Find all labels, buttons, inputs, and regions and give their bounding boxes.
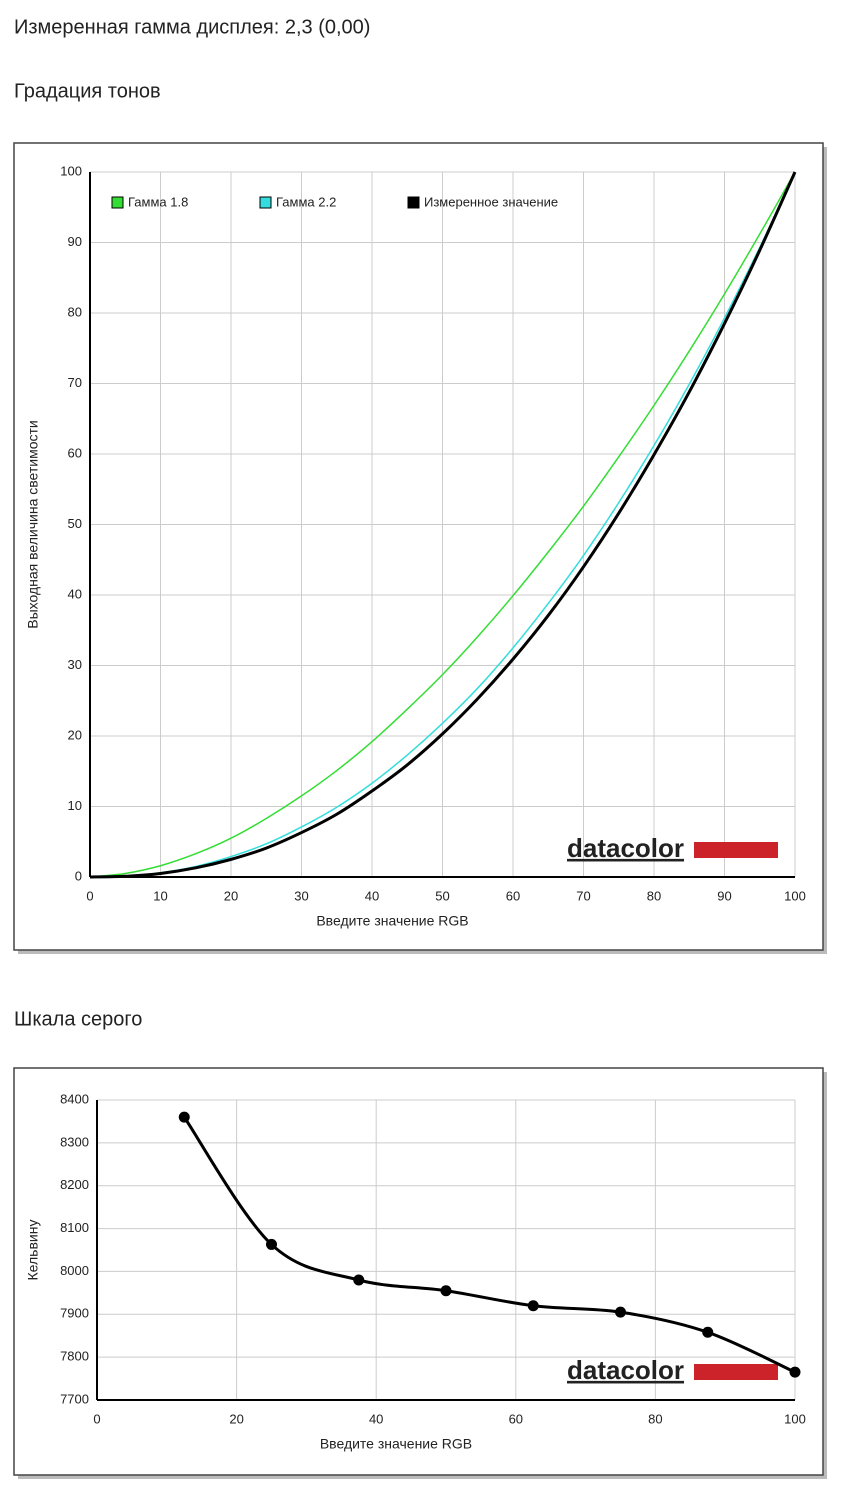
y-tick-label: 80	[68, 304, 82, 319]
x-tick-label: 80	[647, 888, 661, 903]
y-tick-label: 50	[68, 516, 82, 531]
y-tick-label: 0	[75, 868, 82, 883]
point	[178, 1111, 190, 1123]
series-line	[89, 171, 797, 879]
y-tick-label: 7800	[60, 1349, 89, 1364]
y-tick-label: 10	[68, 798, 82, 813]
y-tick-label: 70	[68, 375, 82, 390]
heading: Измеренная гамма дисплея: 2,3 (0,00)	[14, 16, 370, 38]
y-tick-label: 7700	[60, 1391, 89, 1406]
x-tick-label: 80	[648, 1411, 662, 1426]
y-tick-label: 90	[68, 234, 82, 249]
watermark: datacolor	[567, 833, 684, 863]
legend-swatch	[259, 196, 272, 209]
point	[527, 1300, 539, 1312]
point	[615, 1306, 626, 1318]
legend-swatch	[111, 196, 124, 209]
point	[440, 1285, 452, 1297]
x-tick-label: 40	[369, 1411, 383, 1426]
legend-label: Гамма 1.8	[128, 194, 188, 209]
chart-frame	[13, 142, 824, 951]
y-tick-label: 60	[68, 445, 82, 460]
x-tick-label: 0	[93, 1411, 100, 1426]
watermark: datacolor	[567, 1355, 684, 1385]
x-tick-label: 20	[229, 1411, 243, 1426]
y-tick-label: 100	[60, 163, 82, 178]
legend-swatch	[407, 196, 420, 209]
x-tick-label: 70	[576, 888, 590, 903]
watermark-bar	[694, 1364, 778, 1380]
x-tick-label: 20	[224, 888, 238, 903]
x-tick-label: 0	[86, 888, 93, 903]
y-tick-label: 8100	[60, 1220, 89, 1235]
point	[266, 1238, 277, 1250]
x-tick-label: 100	[784, 1411, 806, 1426]
y-tick-label: 8300	[60, 1134, 89, 1149]
point	[789, 1366, 801, 1378]
y-tick-label: 8200	[60, 1177, 89, 1192]
x-tick-label: 90	[717, 888, 731, 903]
x-axis-label: Введите значение RGB	[316, 913, 468, 929]
y-tick-label: 40	[68, 586, 82, 601]
y-tick-label: 7900	[60, 1306, 89, 1321]
x-tick-label: 40	[365, 888, 379, 903]
series-line	[89, 171, 796, 878]
chart-title: Шкала серого	[14, 1008, 142, 1030]
y-tick-label: 8000	[60, 1263, 89, 1278]
legend-label: Гамма 2.2	[276, 194, 336, 209]
chart-title: Градация тонов	[14, 80, 161, 102]
x-tick-label: 30	[294, 888, 308, 903]
watermark-bar	[694, 842, 778, 858]
y-tick-label: 8400	[60, 1091, 89, 1106]
series-line	[89, 171, 796, 878]
point	[702, 1326, 714, 1338]
point	[353, 1274, 365, 1286]
y-tick-label: 20	[68, 727, 82, 742]
x-tick-label: 50	[435, 888, 449, 903]
legend-label: Измеренное значение	[424, 194, 558, 209]
x-tick-label: 10	[153, 888, 167, 903]
y-axis-label: Выходная величина светимости	[25, 420, 41, 628]
x-tick-label: 100	[784, 888, 806, 903]
x-tick-label: 60	[506, 888, 520, 903]
y-tick-label: 30	[68, 657, 82, 672]
x-axis-label: Введите значение RGB	[320, 1436, 472, 1452]
x-tick-label: 60	[509, 1411, 523, 1426]
y-axis-label: Кельвину	[25, 1220, 41, 1281]
